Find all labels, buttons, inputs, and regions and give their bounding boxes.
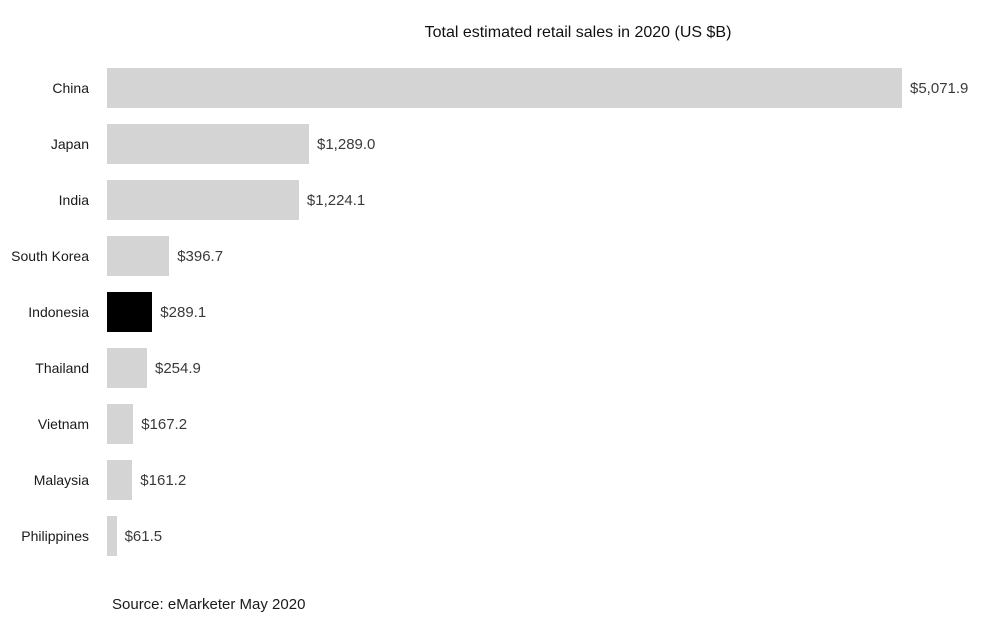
category-label: South Korea [11, 248, 89, 264]
bar-south-korea [107, 236, 170, 276]
category-label: China [52, 80, 89, 96]
category-label: India [58, 192, 89, 208]
source-note: Source: eMarketer May 2020 [112, 596, 306, 613]
category-label: Indonesia [28, 304, 89, 320]
value-label: $61.5 [124, 527, 163, 545]
value-label: $1,289.0 [317, 135, 376, 153]
chart-row: South Korea $396.7 [0, 236, 968, 276]
category-label: Thailand [35, 360, 89, 376]
bar-indonesia [107, 292, 153, 332]
value-label: $161.2 [140, 471, 187, 489]
chart-row: Indonesia $289.1 [0, 292, 968, 332]
chart-row: Japan $1,289.0 [0, 124, 968, 164]
category-label: Malaysia [33, 472, 89, 488]
chart-row: China $5,071.9 [0, 68, 968, 108]
bar-japan [107, 124, 309, 164]
chart-title: Total estimated retail sales in 2020 (US… [424, 24, 732, 41]
bar-china [107, 68, 902, 108]
value-label: $396.7 [177, 247, 224, 265]
category-label: Philippines [21, 528, 89, 544]
bar-malaysia [107, 460, 133, 500]
category-label: Vietnam [37, 416, 89, 432]
bar-india [107, 180, 299, 220]
value-label: $167.2 [141, 415, 188, 433]
value-label: $1,224.1 [306, 191, 366, 209]
chart-row: Thailand $254.9 [0, 348, 968, 388]
chart-row: Vietnam $167.2 [0, 404, 968, 444]
bar-philippines [107, 516, 117, 556]
chart-row: India $1,224.1 [0, 180, 968, 220]
bar-thailand [107, 348, 147, 388]
bar-vietnam [107, 404, 134, 444]
value-label: $254.9 [155, 359, 201, 377]
chart-row: Malaysia $161.2 [0, 460, 968, 500]
chart-row: Philippines $61.5 [0, 516, 968, 556]
category-label: Japan [50, 136, 89, 152]
value-label: $5,071.9 [910, 79, 969, 97]
bar-chart: China $5,071.9 Japan $1,289.0 India $1,224.1 S… [0, 68, 968, 556]
value-label: $289.1 [160, 303, 207, 321]
